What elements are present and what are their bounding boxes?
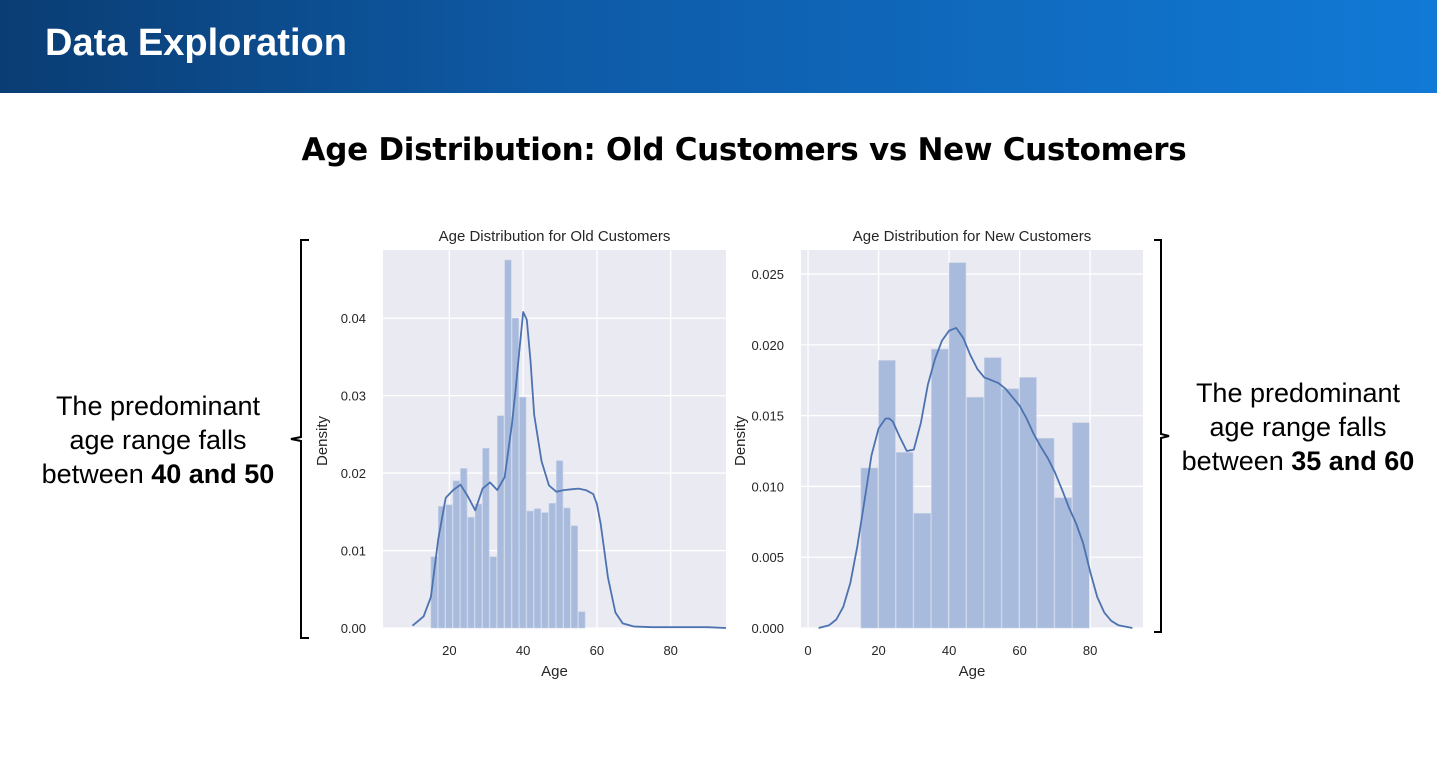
histogram-bar	[860, 467, 879, 629]
histogram-bar	[1001, 388, 1020, 629]
histogram-bar	[556, 460, 564, 629]
y-tick-label: 0.000	[751, 621, 784, 636]
histogram-bar	[948, 262, 967, 629]
histogram-bar	[984, 357, 1002, 629]
x-tick-label: 60	[1012, 643, 1026, 658]
histogram-bar	[548, 502, 556, 629]
y-axis-label: Density	[732, 415, 749, 466]
histogram-bar	[895, 452, 914, 629]
histogram-bar	[482, 447, 490, 629]
y-tick-label: 0.020	[751, 338, 784, 353]
x-tick-label: 80	[663, 643, 677, 658]
histogram-bar	[541, 512, 549, 629]
x-tick-label: 20	[871, 643, 885, 658]
histogram-bar	[474, 503, 483, 629]
y-tick-label: 0.02	[341, 466, 366, 481]
callout-right-line3: between 35 and 60	[1170, 444, 1426, 478]
callout-right-highlight: 35 and 60	[1291, 446, 1415, 476]
chart-title: Age Distribution for Old Customers	[439, 228, 671, 245]
header-title: Data Exploration	[45, 22, 347, 64]
kde-line	[411, 311, 727, 629]
histogram-bar	[966, 396, 984, 629]
chart-title: Age Distribution for New Customers	[853, 228, 1091, 245]
histogram-bar	[445, 504, 453, 629]
histogram-bar	[1072, 422, 1090, 629]
y-tick-label: 0.025	[751, 267, 784, 282]
callout-right: The predominant age range falls between …	[1170, 376, 1426, 478]
x-tick-label: 0	[804, 643, 811, 658]
x-tick-label: 40	[942, 643, 956, 658]
histogram-bar	[511, 317, 519, 629]
callout-right-prefix: between	[1181, 446, 1292, 476]
histogram-bar	[913, 513, 931, 629]
y-tick-label: 0.04	[341, 311, 366, 326]
histogram-bar	[504, 259, 512, 629]
header-banner: Data Exploration	[0, 0, 1437, 93]
histogram-bar	[563, 507, 571, 629]
histogram-bar	[497, 415, 505, 629]
callout-left-line3: between 40 and 50	[30, 457, 286, 491]
callout-left: The predominant age range falls between …	[30, 389, 286, 491]
x-tick-label: 60	[590, 643, 604, 658]
page-title: Age Distribution: Old Customers vs New C…	[301, 132, 1187, 168]
histogram-bar	[489, 556, 497, 629]
y-tick-label: 0.03	[341, 389, 366, 404]
x-tick-label: 40	[516, 643, 530, 658]
y-tick-label: 0.015	[751, 409, 784, 424]
callout-right-line1: The predominant	[1195, 378, 1401, 408]
callout-left-highlight: 40 and 50	[151, 459, 275, 489]
histogram-bar	[878, 360, 896, 629]
y-tick-label: 0.010	[751, 479, 784, 494]
y-axis-label: Density	[314, 415, 331, 466]
histogram-bar	[467, 516, 475, 629]
chart-new-customers: 0 20 40 60 80 0.000 0.005 0.010 0.015 0.020 0.025 A…	[732, 228, 1143, 680]
histogram-bar	[438, 506, 446, 629]
histogram-bar	[1054, 497, 1072, 629]
callout-left-prefix: between	[41, 459, 152, 489]
histogram-bar	[452, 480, 460, 629]
y-tick-label: 0.005	[751, 550, 784, 565]
x-tick-label: 20	[442, 643, 456, 658]
histogram-bar	[526, 510, 534, 629]
y-tick-label: 0.00	[341, 621, 366, 636]
histogram-bar	[931, 348, 949, 629]
x-axis-label: Age	[541, 663, 568, 680]
bracket-right	[1154, 239, 1170, 633]
histogram-bar	[1019, 377, 1037, 629]
histogram-bar	[460, 468, 468, 629]
callout-left-line2: age range falls	[69, 425, 247, 455]
histogram-bar	[533, 508, 542, 629]
histogram-bar	[519, 396, 527, 629]
x-tick-label: 80	[1083, 643, 1097, 658]
callout-right-line2: age range falls	[1209, 412, 1387, 442]
x-axis-label: Age	[959, 663, 986, 680]
chart-old-customers: 20 40 60 80 0.00 0.01 0.02 0.03 0.04 Age Distribu…	[314, 228, 727, 680]
callout-left-line1: The predominant	[55, 391, 261, 421]
y-tick-label: 0.01	[341, 544, 366, 559]
bracket-left	[290, 239, 309, 639]
histogram-bar	[1036, 437, 1055, 629]
histogram-bar	[570, 525, 578, 629]
histogram-bar	[578, 611, 586, 629]
kde-line	[818, 326, 1133, 629]
